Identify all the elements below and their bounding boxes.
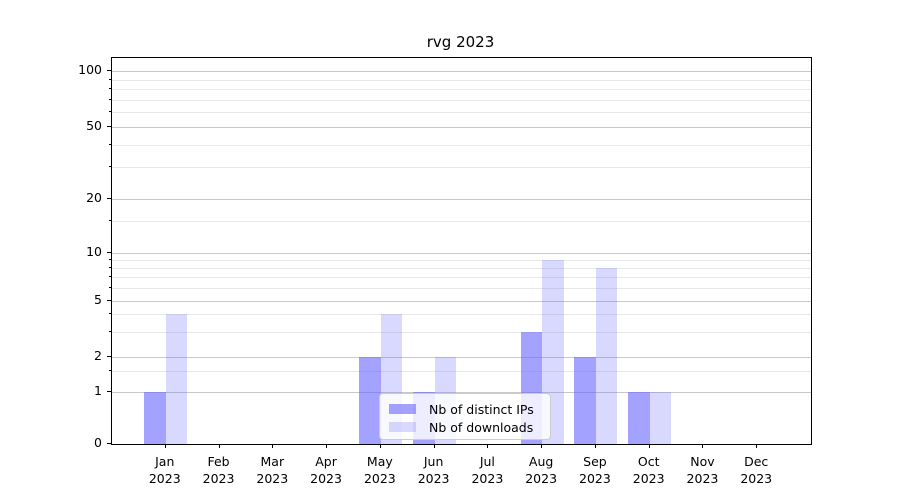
y-axis-tick-label: 50 (86, 118, 102, 133)
gridline-minor (112, 371, 811, 373)
bar-downloads-jan (165, 314, 188, 444)
gridline-major (112, 71, 811, 72)
y-minor-tick-mark (108, 98, 111, 100)
y-minor-tick-mark (108, 78, 111, 80)
legend-label-downloads: Nb of downloads (429, 419, 534, 435)
x-axis-tick-label: Apr 2023 (310, 454, 342, 486)
y-axis-tick-label: 2 (94, 348, 102, 363)
x-axis-tick-label: Jan 2023 (148, 454, 181, 486)
y-minor-tick-mark (108, 370, 111, 372)
gridline-minor (112, 112, 811, 114)
legend: Nb of distinct IPs Nb of downloads (379, 393, 551, 440)
gridline-minor (112, 259, 811, 261)
gridline-minor (112, 221, 811, 223)
gridline-minor (112, 267, 811, 269)
y-tick-mark (106, 443, 111, 444)
y-minor-tick-mark (108, 286, 111, 288)
y-axis-tick-label: 100 (78, 62, 102, 77)
y-tick-mark (106, 390, 111, 392)
x-axis-tick-label: Jul 2023 (471, 454, 504, 486)
gridline-minor (112, 167, 811, 169)
gridline-minor (112, 89, 811, 91)
gridline-major (112, 199, 811, 200)
y-tick-mark (106, 251, 111, 253)
y-minor-tick-mark (108, 266, 111, 268)
x-axis-tick-label: Nov 2023 (686, 454, 719, 486)
chart-title: rvg 2023 (426, 33, 495, 51)
y-tick-mark (106, 126, 111, 127)
x-tick-mark (433, 444, 435, 448)
y-tick-mark (106, 70, 111, 71)
gridline-minor (112, 277, 811, 279)
y-tick-mark (106, 356, 111, 357)
y-minor-tick-mark (108, 166, 111, 168)
x-tick-mark (272, 444, 274, 448)
x-axis-tick-label: May 2023 (363, 454, 396, 486)
x-tick-mark (594, 444, 596, 448)
x-tick-mark (541, 444, 543, 448)
x-axis-tick-label: Feb 2023 (202, 454, 235, 486)
legend-item-distinct-ips: Nb of distinct IPs (389, 400, 542, 418)
legend-item-downloads: Nb of downloads (389, 418, 542, 436)
x-tick-mark (648, 444, 650, 448)
gridline-minor (112, 331, 811, 333)
y-minor-tick-mark (108, 88, 111, 90)
gridline-minor (112, 314, 811, 316)
x-axis-tick-label: Oct 2023 (632, 454, 665, 486)
legend-swatch-downloads-icon (389, 422, 416, 432)
x-axis-tick-label: Aug 2023 (525, 454, 558, 486)
y-minor-tick-mark (108, 258, 111, 260)
gridline-minor (112, 99, 811, 101)
y-minor-tick-mark (108, 313, 111, 315)
legend-swatch-distinct-ips-icon (389, 404, 416, 414)
bar-distinct-ips-sep (574, 357, 596, 444)
bar-distinct-ips-may (359, 357, 381, 444)
y-axis-tick-label: 10 (86, 243, 102, 259)
gridline-major (112, 391, 811, 393)
y-minor-tick-mark (108, 220, 111, 222)
y-minor-tick-mark (108, 111, 111, 113)
gridline-major (112, 357, 811, 358)
x-tick-mark (702, 444, 704, 448)
y-minor-tick-mark (108, 276, 111, 278)
x-axis-tick-label: Sep 2023 (579, 454, 611, 486)
x-tick-mark (487, 444, 489, 448)
legend-label-distinct-ips: Nb of distinct IPs (429, 401, 534, 417)
y-minor-tick-mark (108, 143, 111, 145)
x-axis-tick-label: Mar 2023 (256, 454, 289, 486)
x-tick-mark (379, 444, 381, 448)
gridline-minor (112, 144, 811, 146)
bar-distinct-ips-jan (144, 391, 166, 444)
y-tick-mark (106, 299, 111, 301)
y-axis-tick-label: 1 (94, 382, 102, 398)
y-axis-tick-label: 20 (86, 190, 102, 205)
x-axis-tick-label: Jun 2023 (417, 454, 450, 486)
x-tick-mark (326, 444, 328, 448)
x-axis-tick-label: Dec 2023 (740, 454, 773, 486)
gridline-major (112, 127, 811, 128)
bar-downloads-sep (595, 267, 618, 444)
y-minor-tick-mark (108, 330, 111, 332)
gridline-major (112, 300, 811, 302)
y-tick-mark (106, 198, 111, 199)
gridline-minor (112, 79, 811, 81)
bar-downloads-oct (649, 391, 672, 444)
gridline-minor (112, 287, 811, 289)
y-axis-tick-label: 5 (94, 291, 102, 307)
bar-distinct-ips-oct (628, 391, 650, 444)
x-tick-mark (218, 444, 220, 448)
plot-area: Nb of distinct IPs Nb of downloads (111, 57, 812, 445)
x-tick-mark (164, 444, 166, 448)
x-tick-mark (756, 444, 758, 448)
gridline-major (112, 252, 811, 254)
y-axis-tick-label: 0 (94, 435, 102, 450)
